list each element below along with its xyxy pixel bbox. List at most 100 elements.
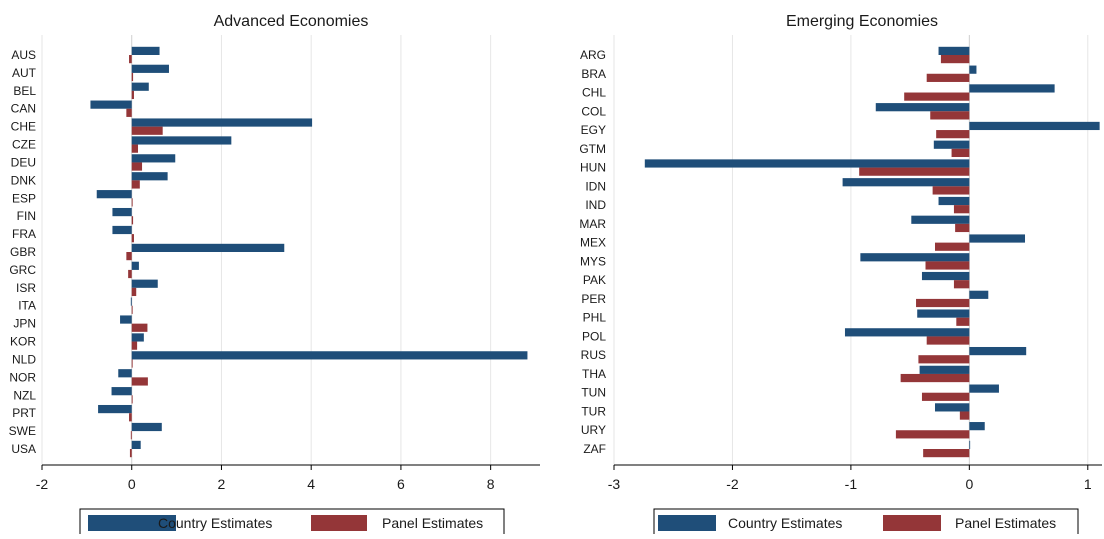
category-label: SWE bbox=[9, 424, 36, 438]
category-label: CHL bbox=[582, 86, 606, 100]
category-label: NLD bbox=[12, 352, 36, 366]
country-estimate-bar bbox=[860, 253, 970, 262]
category-label: RUS bbox=[581, 348, 606, 362]
panel-estimate-bar bbox=[940, 55, 970, 64]
legend-swatch bbox=[88, 515, 176, 531]
panel-estimate-bar bbox=[126, 252, 132, 261]
category-label: MAR bbox=[579, 217, 606, 231]
country-estimate-bar bbox=[921, 271, 970, 281]
country-estimate-bar bbox=[844, 328, 970, 337]
panel-estimate-bar bbox=[953, 280, 970, 289]
x-tick-label: -2 bbox=[726, 476, 739, 492]
category-label: POL bbox=[582, 329, 606, 343]
panel-estimate-bar bbox=[131, 198, 133, 207]
panel-estimate-bar bbox=[904, 92, 970, 101]
category-label: THA bbox=[582, 367, 606, 381]
country-estimate-bar bbox=[933, 140, 970, 149]
country-estimate-bar bbox=[131, 82, 149, 91]
category-label: USA bbox=[11, 442, 36, 456]
panel-estimate-bar bbox=[131, 341, 138, 350]
x-tick-label: 0 bbox=[965, 476, 973, 492]
chart-title: Advanced Economies bbox=[214, 13, 369, 30]
country-estimate-bar bbox=[111, 387, 132, 396]
panel-estimate-bar bbox=[131, 377, 148, 386]
category-label: DNK bbox=[11, 173, 36, 187]
panel-estimate-bar bbox=[956, 317, 970, 326]
country-estimate-bar bbox=[131, 243, 285, 252]
category-label: TUN bbox=[581, 386, 606, 400]
country-estimate-bar bbox=[969, 346, 1027, 356]
category-label: PAK bbox=[583, 273, 606, 287]
panel-estimate-bar bbox=[131, 216, 134, 225]
category-label: NZL bbox=[13, 388, 36, 402]
category-label: COL bbox=[581, 104, 606, 118]
category-label: ESP bbox=[12, 191, 36, 205]
legend-label: Country Estimates bbox=[728, 515, 842, 531]
country-estimate-bar bbox=[938, 196, 970, 206]
x-tick-label: 0 bbox=[128, 476, 136, 492]
category-label: JPN bbox=[13, 317, 36, 331]
x-tick-label: -3 bbox=[608, 476, 621, 492]
panel-estimate-bar bbox=[131, 234, 134, 243]
country-estimate-bar bbox=[131, 440, 141, 449]
country-estimate-bar bbox=[98, 404, 132, 414]
category-label: FRA bbox=[12, 227, 36, 241]
category-label: MEX bbox=[580, 236, 606, 250]
country-estimate-bar bbox=[644, 159, 970, 168]
country-estimate-bar bbox=[96, 190, 132, 199]
category-label: KOR bbox=[10, 335, 36, 349]
panel-estimate-bar bbox=[951, 148, 970, 158]
category-label: PRT bbox=[12, 406, 36, 420]
panel-estimate-bar bbox=[129, 449, 132, 458]
panel-estimate-bar bbox=[921, 392, 970, 401]
category-label: ARG bbox=[580, 48, 606, 62]
panel-estimate-bar bbox=[932, 186, 970, 195]
category-label: BEL bbox=[13, 84, 36, 98]
country-estimate-bar bbox=[112, 207, 132, 217]
panel-estimate-bar bbox=[926, 336, 970, 345]
country-estimate-bar bbox=[131, 279, 158, 288]
country-estimate-bar bbox=[131, 118, 313, 127]
category-label: EGY bbox=[581, 123, 606, 137]
panel-estimate-bar bbox=[936, 130, 970, 139]
category-label: CHE bbox=[11, 120, 36, 134]
category-label: FIN bbox=[17, 209, 36, 223]
country-estimate-bar bbox=[969, 440, 971, 449]
panel-estimate-bar bbox=[923, 449, 970, 458]
category-label: PER bbox=[581, 292, 606, 306]
category-label: AUS bbox=[11, 48, 36, 62]
panel-estimate-bar bbox=[131, 287, 137, 297]
country-estimate-bar bbox=[131, 422, 162, 432]
legend-label: Panel Estimates bbox=[955, 515, 1056, 531]
panel-estimate-bar bbox=[131, 180, 140, 189]
country-estimate-bar bbox=[919, 365, 970, 374]
panel-estimate-bar bbox=[934, 242, 970, 251]
legend-swatch bbox=[658, 515, 716, 531]
country-estimate-bar bbox=[969, 384, 999, 393]
category-label: HUN bbox=[580, 161, 606, 175]
panel-estimate-bar bbox=[916, 298, 970, 308]
category-label: PHL bbox=[583, 311, 607, 325]
x-tick-label: 4 bbox=[307, 476, 315, 492]
chart-title: Emerging Economies bbox=[786, 13, 938, 30]
country-estimate-bar bbox=[118, 369, 132, 378]
panel-estimate-bar bbox=[131, 144, 139, 153]
category-label: IDN bbox=[585, 179, 606, 193]
category-label: BRA bbox=[581, 67, 606, 81]
category-label: CZE bbox=[12, 138, 36, 152]
country-estimate-bar bbox=[112, 225, 132, 235]
legend-box bbox=[653, 508, 1079, 538]
panel-estimate-bar bbox=[895, 430, 970, 439]
country-estimate-bar bbox=[131, 46, 160, 55]
panel-estimate-bar bbox=[131, 162, 143, 171]
country-estimate-bar bbox=[131, 136, 232, 145]
category-label: IND bbox=[585, 198, 606, 212]
legend-swatch bbox=[311, 515, 367, 531]
country-estimate-bar bbox=[131, 351, 528, 360]
panel-estimate-bar bbox=[926, 73, 970, 82]
country-estimate-bar bbox=[911, 215, 970, 224]
x-tick-label: 8 bbox=[487, 476, 495, 492]
panel-estimate-bar bbox=[900, 373, 970, 383]
